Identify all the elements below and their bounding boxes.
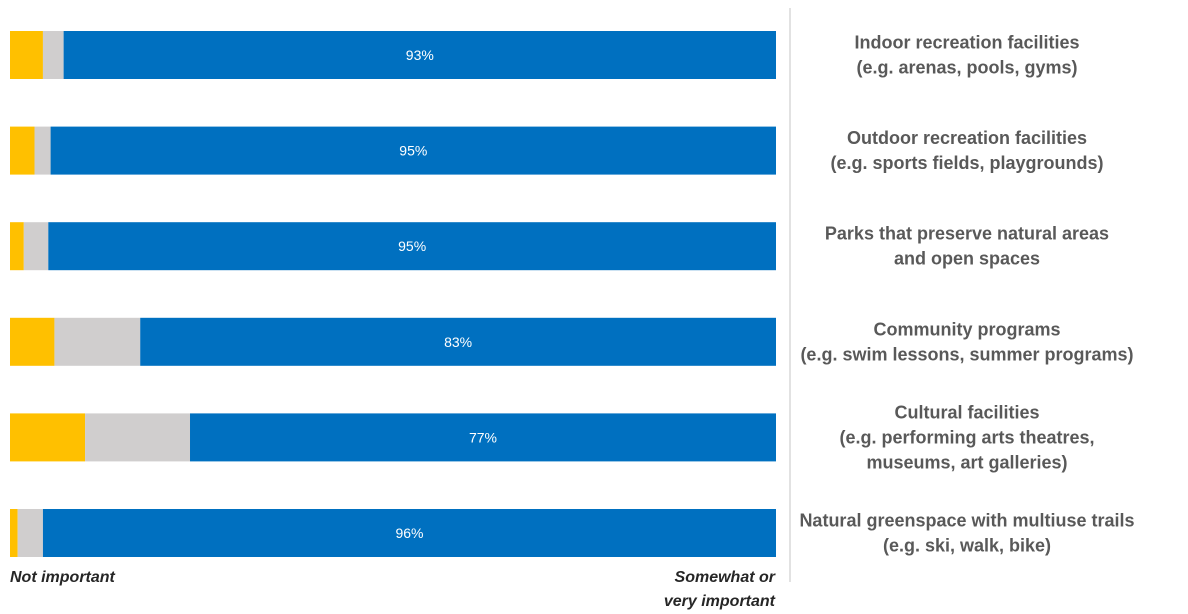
- bar-segment-neutral-4: [85, 413, 191, 462]
- category-label-line: Outdoor recreation facilities: [847, 128, 1087, 148]
- axis-note-right-line: very important: [664, 593, 776, 610]
- bar-segment-important-1: [50, 126, 777, 175]
- axis-note-right: Somewhat or very important: [664, 569, 776, 610]
- data-label-1: 95%: [399, 143, 427, 159]
- category-label-5: Natural greenspace with multiuse trails (…: [799, 511, 1134, 556]
- axis-note-right-line: Somewhat or: [675, 569, 776, 586]
- bar-segment-not_important-4: [10, 413, 86, 462]
- category-label-line: (e.g. swim lessons, summer programs): [800, 344, 1133, 364]
- category-label-2: Parks that preserve natural areas and ope…: [825, 224, 1109, 269]
- bar-segment-not_important-0: [10, 31, 43, 79]
- category-label-line: Parks that preserve natural areas: [825, 224, 1109, 244]
- category-label-line: and open spaces: [894, 249, 1040, 269]
- bar-segment-not_important-5: [10, 509, 18, 557]
- category-label-3: Community programs (e.g. swim lessons, su…: [800, 319, 1133, 364]
- bar-segment-important-4: [190, 413, 776, 462]
- bar-segment-important-5: [42, 509, 776, 557]
- axis-note-left: Not important: [10, 569, 116, 586]
- category-label-line: (e.g. arenas, pools, gyms): [856, 58, 1077, 78]
- category-label-line: (e.g. performing arts theatres,: [839, 427, 1094, 447]
- bar-segment-not_important-3: [10, 317, 55, 366]
- bar-segment-neutral-5: [17, 509, 43, 557]
- category-label-1: Outdoor recreation facilities (e.g. sport…: [830, 128, 1103, 173]
- data-label-5: 96%: [395, 525, 423, 541]
- category-label-line: (e.g. ski, walk, bike): [883, 536, 1051, 556]
- data-label-2: 95%: [398, 238, 426, 254]
- bar-segment-neutral-3: [54, 317, 141, 366]
- category-label-line: Indoor recreation facilities: [854, 33, 1079, 53]
- data-label-0: 93%: [406, 47, 434, 63]
- bar-segment-neutral-2: [23, 222, 49, 271]
- data-label-4: 77%: [469, 429, 497, 445]
- bar-segment-not_important-2: [10, 222, 24, 271]
- bar-segment-important-0: [63, 31, 777, 79]
- bar-segment-not_important-1: [10, 126, 35, 175]
- bar-segment-important-2: [48, 222, 777, 271]
- category-label-line: Community programs: [873, 319, 1060, 339]
- data-label-3: 83%: [444, 334, 472, 350]
- category-label-line: (e.g. sports fields, playgrounds): [830, 153, 1103, 173]
- bar-segment-neutral-1: [34, 126, 51, 175]
- bars-group: 93% 95% 95% 83% 77% 96%: [10, 31, 777, 557]
- category-label-0: Indoor recreation facilities (e.g. arenas…: [854, 33, 1079, 78]
- bar-segment-neutral-0: [42, 31, 64, 79]
- bar-segment-important-3: [140, 317, 777, 366]
- category-label-4: Cultural facilities (e.g. performing arts…: [839, 402, 1094, 472]
- category-label-line: Cultural facilities: [894, 402, 1039, 422]
- category-labels-group: Indoor recreation facilities (e.g. arenas…: [799, 33, 1134, 556]
- category-label-line: Natural greenspace with multiuse trails: [799, 511, 1134, 531]
- category-label-line: museums, art galleries): [866, 452, 1067, 472]
